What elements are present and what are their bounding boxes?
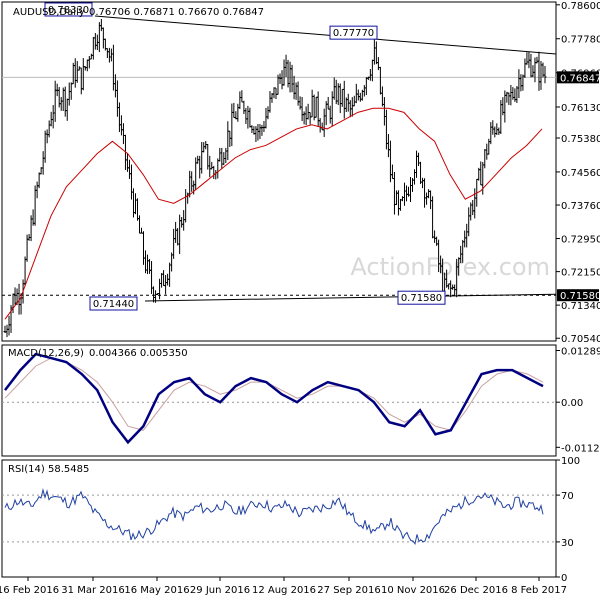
annotation-label: 0.77770 [333, 28, 374, 39]
time-tick-label: 16 May 2016 [124, 585, 189, 596]
time-tick-label: 29 Jun 2016 [190, 585, 250, 596]
rsi-tick-label: 70 [561, 491, 574, 502]
price-tick-label: 0.70540 [561, 334, 600, 345]
ohlc-bar [543, 65, 547, 84]
price-tag-box [557, 289, 599, 302]
rsi-panel-frame [1, 459, 557, 578]
time-tick-label: 10 Nov 2016 [381, 585, 445, 596]
price-tick-label: 0.74560 [561, 168, 600, 179]
price-tag-label: 0.71580 [560, 291, 600, 302]
time-tick-label: 12 Aug 2016 [252, 585, 316, 596]
rsi-values: 58.5485 [48, 464, 89, 475]
price-tick-label: 0.73760 [561, 201, 600, 212]
price-annotation: 0.77770 [329, 25, 378, 40]
rsi-line [4, 487, 544, 546]
time-tick-label: 26 Dec 2016 [444, 585, 508, 596]
price-axis: 0.786000.777800.769600.761300.753800.745… [556, 1, 600, 345]
price-tag-label: 0.76847 [560, 73, 600, 84]
ema-line [4, 107, 543, 320]
macd-panel-frame [1, 344, 557, 457]
annotation-label: 0.71580 [401, 293, 442, 304]
price-tick-label: 0.71340 [561, 301, 600, 312]
price-tag: 0.76847 [557, 71, 600, 84]
macd-line [4, 352, 544, 445]
price-tick-label: 0.76130 [561, 103, 600, 114]
price-tags: 0.76847 0.71580 [557, 71, 600, 302]
macd-values: 0.004366 0.005350 [89, 348, 188, 359]
price-annotation: 0.78330 [44, 2, 93, 17]
price-tick-label: 0.72950 [561, 235, 600, 246]
macd-tick-label: 0.00 [561, 398, 583, 409]
macd-panel: 0.012894 0.00 -0.011253 MACD(12,26,9) 0.00… [1, 344, 600, 457]
price-tag: 0.71580 [557, 289, 600, 302]
price-annotation: 0.71440 [89, 296, 138, 311]
resistance-trendline [94, 15, 557, 55]
annotation-label: 0.78330 [48, 5, 89, 16]
annotation-label: 0.71440 [93, 299, 134, 310]
price-tag-box [557, 71, 599, 84]
ohlc-bars [3, 19, 547, 338]
symbol-label: AUDUSD,Daily [13, 7, 85, 18]
price-tick-label: 0.75380 [561, 134, 600, 145]
support-trendline [144, 293, 557, 302]
time-tick-label: 27 Sep 2016 [317, 585, 380, 596]
rsi-tick-label: 0 [561, 573, 567, 584]
price-tick-label: 0.72150 [561, 268, 600, 279]
macd-tick-label: -0.011253 [561, 443, 600, 454]
price-tick-label: 0.78600 [561, 1, 600, 12]
price-annotations: 0.78330 0.71440 0.77770 0.71580 [44, 2, 446, 311]
rsi-title: RSI(14) [8, 464, 45, 475]
annotation-box [89, 296, 138, 311]
rsi-panel: 100 70 30 0 RSI(14) 58.5485 [1, 456, 580, 584]
price-annotation: 0.71580 [397, 290, 446, 305]
macd-axis: 0.012894 0.00 -0.011253 [2, 347, 600, 454]
rsi-tick-label: 30 [561, 538, 574, 549]
time-axis: 16 Feb 2016 31 Mar 2016 16 May 2016 29 Jun … [0, 577, 567, 596]
time-tick-label: 8 Feb 2017 [511, 585, 567, 596]
annotation-box [397, 290, 446, 305]
price-panel: 0.786000.777800.769600.761300.753800.745… [1, 1, 600, 345]
macd-tick-label: 0.012894 [561, 347, 600, 358]
time-tick-label: 16 Feb 2016 [0, 585, 59, 596]
ohlc-values: 0.76706 0.76871 0.76670 0.76847 [89, 7, 264, 18]
price-tick-label: 0.77780 [561, 35, 600, 46]
rsi-axis: 100 70 30 0 [2, 456, 580, 584]
annotation-box [44, 2, 93, 17]
annotation-box [329, 25, 378, 40]
macd-title: MACD(12,26,9) [8, 348, 84, 359]
trend-lines [2, 15, 557, 302]
time-tick-label: 31 Mar 2016 [61, 585, 124, 596]
rsi-tick-label: 100 [561, 456, 580, 467]
watermark: ActionForex.com [350, 253, 550, 281]
